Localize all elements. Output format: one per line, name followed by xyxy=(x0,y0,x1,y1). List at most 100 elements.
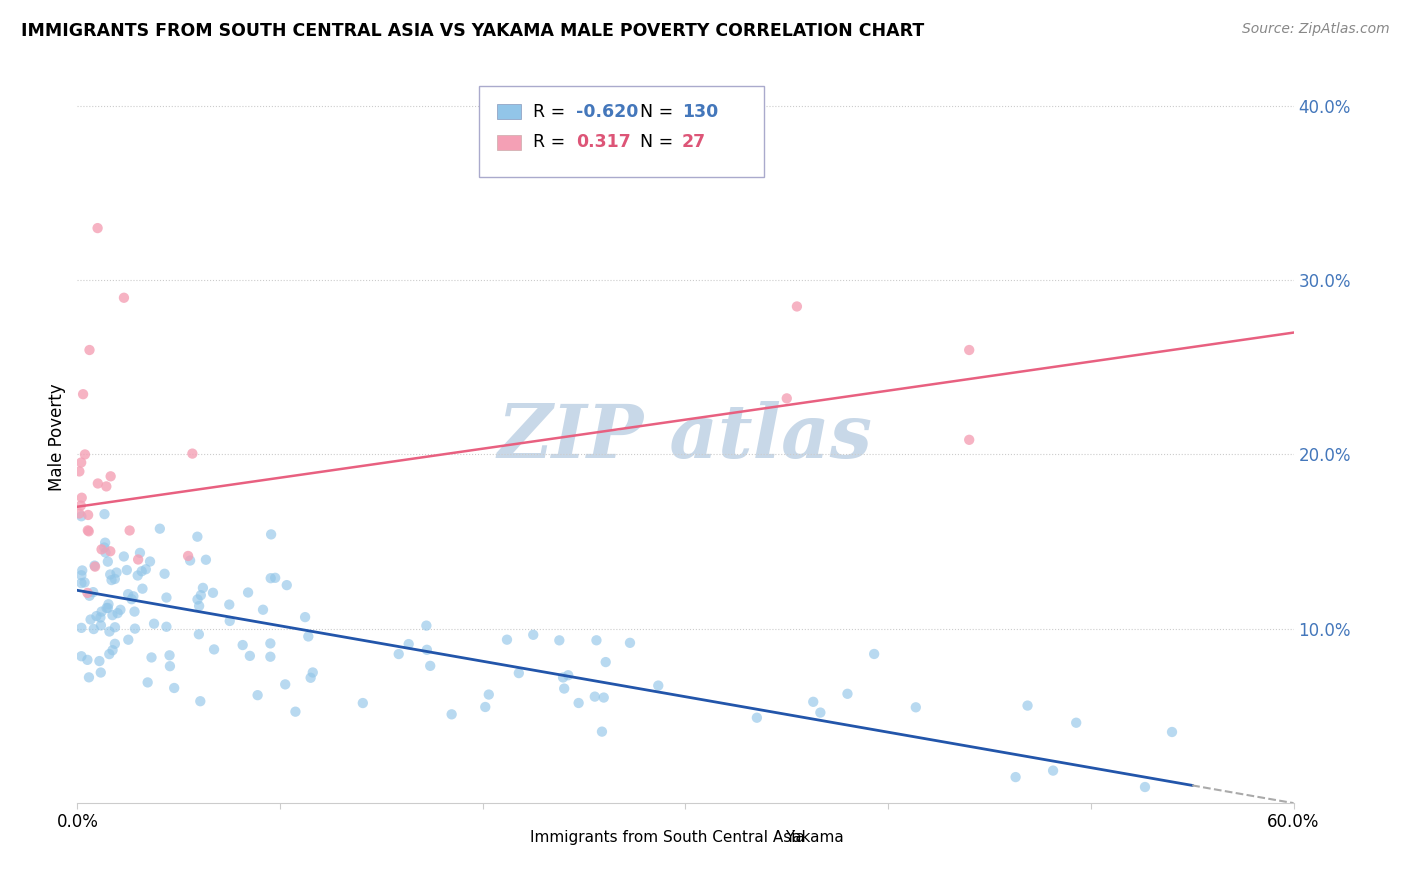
Point xyxy=(218,614,240,628)
Point xyxy=(124,605,146,619)
Point xyxy=(101,643,124,657)
Point xyxy=(508,666,530,681)
Point xyxy=(90,618,112,632)
Point xyxy=(592,690,614,705)
Point xyxy=(904,700,927,714)
Point xyxy=(301,665,323,680)
Point xyxy=(776,392,799,406)
Point xyxy=(181,447,204,461)
Point xyxy=(595,655,617,669)
Point xyxy=(84,559,107,574)
Point xyxy=(117,587,139,601)
Point xyxy=(76,524,98,538)
Point xyxy=(97,601,120,615)
Point xyxy=(67,507,90,521)
Point xyxy=(115,563,138,577)
Point xyxy=(94,545,117,559)
Point xyxy=(190,588,212,602)
Point xyxy=(82,585,104,599)
Text: R =: R = xyxy=(533,133,565,152)
Point xyxy=(1064,715,1087,730)
FancyBboxPatch shape xyxy=(496,104,522,119)
Point xyxy=(70,491,93,505)
Point xyxy=(801,695,824,709)
Point xyxy=(127,552,149,566)
Point xyxy=(127,568,149,582)
Point xyxy=(239,648,262,663)
Point xyxy=(90,542,112,557)
Point xyxy=(70,564,93,578)
Point xyxy=(745,711,768,725)
Point xyxy=(419,658,441,673)
Point xyxy=(591,724,613,739)
Point xyxy=(70,649,93,664)
Point xyxy=(415,618,437,632)
Point xyxy=(93,541,115,555)
Point xyxy=(94,535,117,549)
Point xyxy=(100,469,122,483)
Text: -0.620: -0.620 xyxy=(576,103,638,120)
Point xyxy=(90,605,112,619)
Text: N =: N = xyxy=(640,103,673,120)
Point xyxy=(112,291,135,305)
FancyBboxPatch shape xyxy=(478,86,765,178)
Point xyxy=(124,622,146,636)
Point xyxy=(837,687,859,701)
Point xyxy=(260,527,283,541)
Point xyxy=(583,690,606,704)
Point xyxy=(440,707,463,722)
Point xyxy=(187,627,209,641)
Point xyxy=(246,688,269,702)
Point xyxy=(155,620,177,634)
Point xyxy=(98,647,121,661)
Point xyxy=(202,642,225,657)
FancyBboxPatch shape xyxy=(752,831,779,845)
Point xyxy=(1042,764,1064,778)
Point xyxy=(79,343,101,357)
Point xyxy=(131,564,153,578)
Point xyxy=(73,447,96,461)
Point xyxy=(118,524,141,538)
Point xyxy=(89,654,111,668)
Point xyxy=(551,671,574,685)
Point xyxy=(96,479,118,493)
Point xyxy=(101,608,124,623)
Point xyxy=(647,679,669,693)
Point xyxy=(77,524,100,539)
Text: R =: R = xyxy=(533,103,565,120)
Point xyxy=(188,694,211,708)
Point xyxy=(553,681,575,696)
Point xyxy=(186,530,208,544)
Point xyxy=(260,571,283,585)
Point xyxy=(76,586,98,600)
Text: 27: 27 xyxy=(682,133,706,152)
Point xyxy=(557,668,579,682)
Point xyxy=(863,647,886,661)
FancyBboxPatch shape xyxy=(496,831,523,845)
Point xyxy=(122,589,145,603)
Point xyxy=(236,585,259,599)
Point xyxy=(496,632,519,647)
Point xyxy=(77,508,100,522)
Point xyxy=(129,546,152,560)
Point xyxy=(131,582,153,596)
Point xyxy=(90,665,112,680)
Text: 0.317: 0.317 xyxy=(576,133,631,152)
Text: IMMIGRANTS FROM SOUTH CENTRAL ASIA VS YAKAMA MALE POVERTY CORRELATION CHART: IMMIGRANTS FROM SOUTH CENTRAL ASIA VS YA… xyxy=(21,22,924,40)
Point xyxy=(110,603,132,617)
Point xyxy=(957,343,980,357)
Point xyxy=(585,633,607,648)
Point xyxy=(73,575,96,590)
Point xyxy=(619,636,641,650)
Point xyxy=(294,610,316,624)
Point xyxy=(70,621,93,635)
Point xyxy=(86,609,108,624)
Point xyxy=(76,653,98,667)
Point xyxy=(93,507,115,521)
Point xyxy=(97,597,120,611)
Point xyxy=(70,576,93,591)
Point xyxy=(79,589,101,603)
Point xyxy=(159,648,181,663)
Point xyxy=(100,573,122,587)
Point xyxy=(159,659,181,673)
